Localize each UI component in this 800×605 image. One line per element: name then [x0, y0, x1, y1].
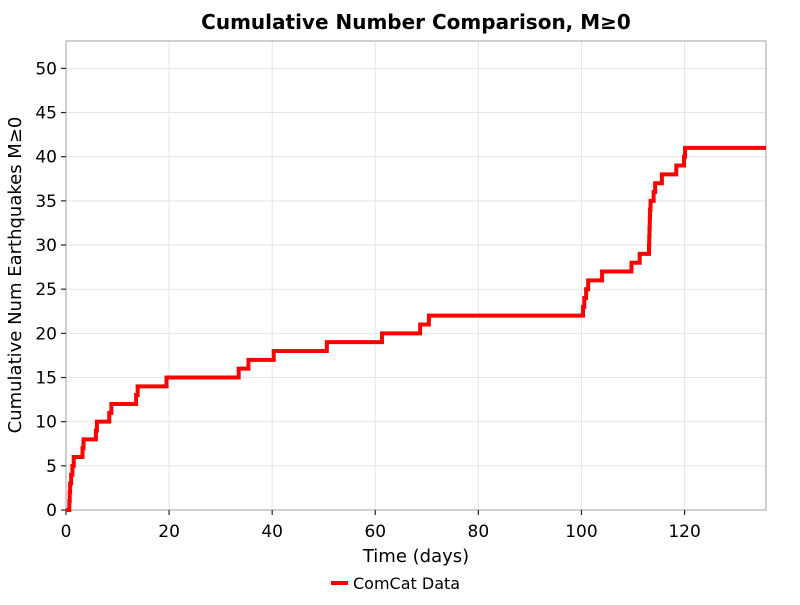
- data-series: [66, 145, 766, 512]
- legend: ComCat Data: [331, 574, 460, 593]
- x-tick-label: 0: [61, 522, 72, 542]
- plot-border: [65, 40, 767, 511]
- y-tick-label: 25: [35, 280, 57, 300]
- y-tick-label: 5: [46, 457, 57, 477]
- y-tick-label: 50: [35, 59, 57, 79]
- x-tick-label: 60: [364, 522, 386, 542]
- x-axis-label: Time (days): [362, 546, 469, 567]
- y-tick-label: 15: [35, 369, 57, 389]
- y-tick-label: 30: [35, 236, 57, 256]
- y-tick-label: 45: [35, 104, 57, 124]
- y-axis-label: Cumulative Num Earthquakes M≥0: [5, 117, 26, 434]
- y-tick-label: 10: [35, 413, 57, 433]
- axes: 0 20 40 60 80 100 120 0 5 10 15 20 25 30 35 40 45 50: [35, 40, 767, 542]
- x-tick-label: 40: [261, 522, 283, 542]
- y-tick-label: 0: [46, 501, 57, 521]
- grid-lines: [65, 41, 766, 511]
- x-tick-label: 100: [565, 522, 597, 542]
- comcat-step-line: [66, 145, 766, 512]
- y-tick-label: 20: [35, 324, 57, 344]
- y-tick-label: 35: [35, 192, 57, 212]
- x-tick-label: 120: [668, 522, 700, 542]
- y-tick-label: 40: [35, 148, 57, 168]
- x-tick-label: 80: [468, 522, 490, 542]
- legend-label: ComCat Data: [353, 574, 460, 593]
- x-tick-label: 20: [158, 522, 180, 542]
- chart-title: Cumulative Number Comparison, M≥0: [201, 10, 631, 34]
